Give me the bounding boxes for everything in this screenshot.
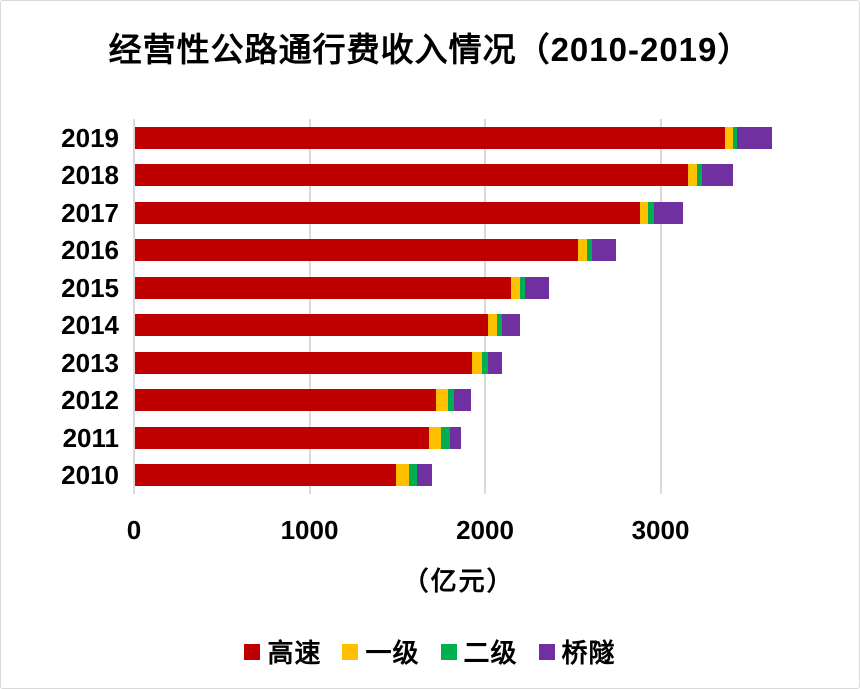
bar-segment-class1-road-2019: [724, 126, 733, 149]
x-tick-label-3000: 3000: [631, 515, 690, 545]
legend-item-class1-road: 一级: [342, 633, 419, 670]
x-axis-title: （亿元）: [402, 566, 515, 596]
chart-title: 经营性公路通行费收入情况（2010-2019）: [108, 31, 752, 68]
bar-segment-bridge-tunnel-2013: [487, 351, 502, 374]
bar-row-2013: [135, 351, 502, 374]
y-axis-label-2015: 2015: [61, 272, 119, 303]
bar-segment-class1-road-2012: [435, 389, 449, 412]
y-axis-label-2014: 2014: [61, 310, 119, 341]
bar-segment-class1-road-2015: [511, 276, 521, 299]
bar-segment-class1-road-2010: [396, 464, 409, 487]
legend-item-class2-road: 二级: [440, 633, 518, 670]
y-axis-label-2010: 2010: [61, 460, 119, 491]
x-tick-label-1000: 1000: [280, 515, 339, 545]
bar-segment-expressway-2010: [135, 464, 397, 487]
bar-segment-expressway-2019: [135, 126, 725, 149]
y-axis-label-2012: 2012: [61, 385, 119, 416]
legend-label-class2-road: 二级: [463, 638, 518, 668]
bar-segment-bridge-tunnel-2010: [416, 464, 432, 487]
bar-segment-class1-road-2014: [487, 314, 498, 337]
bar-row-2010: [135, 464, 432, 487]
bar-row-2017: [135, 201, 684, 224]
legend-item-expressway: 高速: [244, 633, 321, 670]
bar-segment-class1-road-2013: [471, 351, 483, 374]
legend-swatch-expressway: [244, 643, 261, 660]
bar-segment-expressway-2018: [135, 164, 688, 187]
y-axis-label-2013: 2013: [61, 347, 119, 378]
bar-segment-bridge-tunnel-2019: [736, 126, 773, 149]
bar-row-2016: [135, 239, 616, 262]
legend-swatch-class1-road: [342, 643, 359, 660]
gridline-x-1000: [308, 119, 311, 494]
bar-segment-class2-road-2018: [696, 164, 702, 187]
legend-label-class1-road: 一级: [365, 638, 420, 668]
y-axis-label-2018: 2018: [61, 160, 119, 191]
bar-segment-bridge-tunnel-2011: [450, 426, 462, 449]
bar-segment-class2-road-2013: [482, 351, 488, 374]
legend-label-bridge-tunnel: 桥隧: [561, 638, 616, 668]
bar-segment-class1-road-2018: [687, 164, 697, 187]
y-axis-label-2016: 2016: [61, 235, 119, 266]
bar-segment-class1-road-2017: [639, 201, 649, 224]
y-axis-label-2017: 2017: [61, 197, 119, 228]
bar-segment-expressway-2014: [135, 314, 488, 337]
bar-row-2015: [135, 276, 550, 299]
bar-segment-class1-road-2016: [578, 239, 587, 262]
bar-segment-bridge-tunnel-2017: [653, 201, 684, 224]
gridline-x-0: [133, 119, 135, 494]
bar-segment-bridge-tunnel-2016: [592, 239, 616, 262]
gridline-x-3000: [659, 119, 662, 494]
legend: 高速 一级 二级 桥隧: [1, 633, 859, 670]
bar-segment-expressway-2017: [135, 201, 640, 224]
legend-label-expressway: 高速: [267, 638, 322, 668]
bar-segment-expressway-2011: [135, 426, 429, 449]
bar-row-2011: [135, 426, 462, 449]
bar-segment-expressway-2012: [135, 389, 436, 412]
bar-segment-class2-road-2017: [648, 201, 654, 224]
y-axis-label-2019: 2019: [61, 122, 119, 153]
bar-segment-class2-road-2012: [448, 389, 455, 412]
legend-item-bridge-tunnel: 桥隧: [538, 633, 616, 670]
bar-segment-class2-road-2011: [441, 426, 450, 449]
bar-segment-expressway-2013: [135, 351, 472, 374]
x-tick-label-0: 0: [126, 515, 142, 545]
x-tick-label-2000: 2000: [456, 515, 514, 545]
bar-segment-class2-road-2015: [520, 276, 526, 299]
bar-row-2019: [135, 126, 773, 149]
gridline-x-2000: [484, 119, 486, 494]
bar-segment-class2-road-2016: [586, 239, 593, 262]
bar-segment-bridge-tunnel-2012: [454, 389, 472, 412]
bar-segment-bridge-tunnel-2014: [501, 314, 521, 337]
legend-swatch-class2-road: [440, 643, 457, 660]
bar-row-2014: [135, 314, 521, 337]
bar-segment-class1-road-2011: [428, 426, 442, 449]
bar-segment-bridge-tunnel-2015: [525, 276, 550, 299]
bar-segment-expressway-2016: [135, 239, 579, 262]
bar-segment-class2-road-2019: [732, 126, 737, 149]
bar-segment-class2-road-2014: [497, 314, 502, 337]
y-axis-label-2011: 2011: [62, 422, 119, 453]
legend-swatch-bridge-tunnel: [538, 643, 555, 660]
bar-segment-bridge-tunnel-2018: [701, 164, 734, 187]
bar-segment-expressway-2015: [135, 276, 512, 299]
bar-segment-class2-road-2010: [408, 464, 417, 487]
bar-row-2018: [135, 164, 734, 187]
bar-row-2012: [135, 389, 472, 412]
